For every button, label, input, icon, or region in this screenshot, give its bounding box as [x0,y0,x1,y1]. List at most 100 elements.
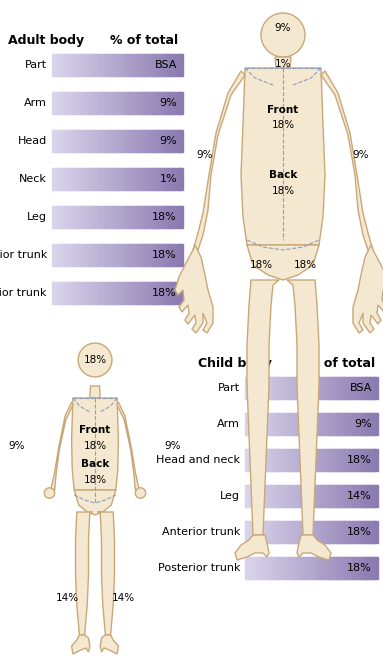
Bar [133,282,134,304]
Text: Arm: Arm [217,419,240,429]
Bar [253,449,255,471]
Bar [112,206,114,228]
Bar [314,521,316,543]
Bar [373,485,375,507]
Polygon shape [241,68,325,245]
Polygon shape [51,402,73,490]
Bar [272,449,273,471]
Bar [161,54,163,76]
Bar [111,244,112,266]
Bar [143,282,145,304]
Bar [298,449,300,471]
Bar [72,130,73,152]
Polygon shape [193,71,245,250]
Bar [53,206,55,228]
Polygon shape [247,280,279,535]
Bar [275,449,277,471]
Bar [287,485,289,507]
Bar [164,206,165,228]
Bar [64,244,65,266]
Bar [172,130,173,152]
Bar [68,206,69,228]
Bar [249,521,251,543]
Bar [62,244,64,266]
Bar [160,206,162,228]
Bar [308,377,310,399]
Bar [96,282,98,304]
Bar [286,521,288,543]
Bar [368,485,370,507]
Bar [179,92,181,114]
Bar [350,413,352,435]
Bar [64,206,65,228]
Bar [273,413,275,435]
Bar [318,485,319,507]
Bar [290,557,292,579]
Bar [364,557,366,579]
Bar [68,168,69,190]
Bar [310,521,311,543]
Bar [108,168,110,190]
Bar [135,168,137,190]
Bar [331,557,332,579]
Bar [88,54,90,76]
Bar [272,377,273,399]
Bar [372,485,373,507]
Bar [339,557,340,579]
Bar [329,413,331,435]
Bar [90,92,92,114]
Bar [139,92,141,114]
Bar [372,377,373,399]
Bar [105,206,107,228]
Bar [272,413,273,435]
Bar [374,413,376,435]
Bar [74,206,76,228]
Bar [349,521,351,543]
Bar [53,92,55,114]
Bar [126,92,128,114]
Polygon shape [175,245,213,333]
Bar [253,413,255,435]
Bar [344,485,346,507]
Bar [376,521,378,543]
Bar [106,168,108,190]
Bar [133,206,134,228]
Bar [181,206,183,228]
Bar [269,557,270,579]
Bar [320,485,322,507]
Bar [98,130,99,152]
Bar [115,130,116,152]
Bar [274,413,276,435]
Text: Part: Part [218,383,240,393]
Bar [64,92,65,114]
Bar [147,92,149,114]
Bar [329,449,331,471]
Bar [73,92,75,114]
Bar [85,168,86,190]
Bar [57,206,59,228]
Bar [285,449,286,471]
Bar [356,557,358,579]
Bar [336,413,338,435]
Bar [365,377,367,399]
Text: 1%: 1% [275,59,291,69]
Bar [343,557,344,579]
Bar [172,206,173,228]
Text: 18%: 18% [272,186,295,196]
Bar [87,244,89,266]
Polygon shape [235,535,269,560]
Bar [267,485,269,507]
Bar [353,449,355,471]
Bar [257,485,259,507]
Bar [112,54,114,76]
Bar [347,485,349,507]
Bar [174,92,176,114]
Bar [315,377,317,399]
Bar [155,92,157,114]
Bar [336,377,338,399]
Bar [174,244,176,266]
Bar [79,244,81,266]
Bar [288,557,290,579]
Bar [331,485,332,507]
Bar [77,282,79,304]
